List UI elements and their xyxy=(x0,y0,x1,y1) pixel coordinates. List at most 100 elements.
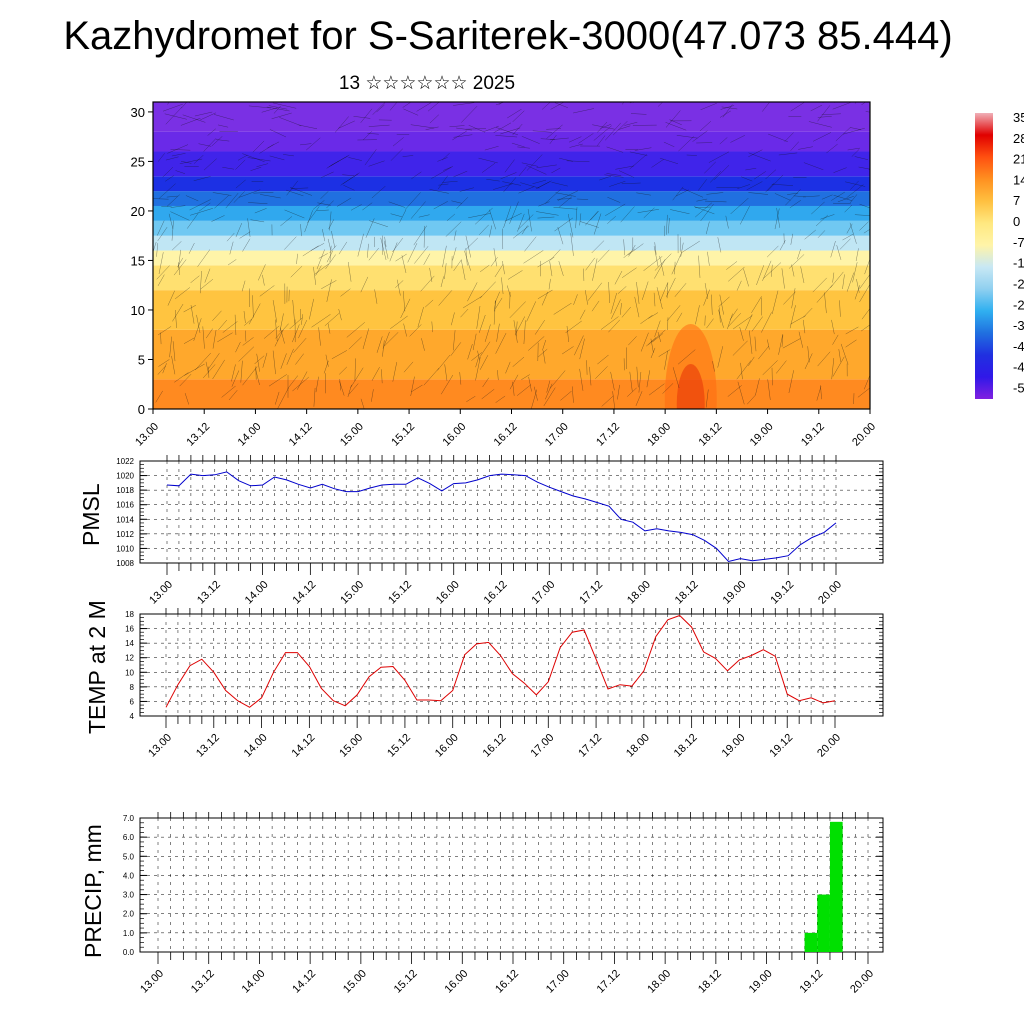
x-tick-label: 17.12 xyxy=(595,968,623,996)
x-tick-label: 17.12 xyxy=(577,579,605,607)
y-tick-label: 7.0 xyxy=(123,814,135,823)
precip-bar xyxy=(829,821,843,952)
x-tick-label: 14.00 xyxy=(240,968,268,996)
temperature-band xyxy=(153,290,870,330)
x-tick-label: 13.00 xyxy=(133,421,161,449)
x-tick-label: 14.12 xyxy=(287,421,315,449)
y-tick-label: 10 xyxy=(131,303,145,318)
y-tick-label: 25 xyxy=(131,154,145,169)
y-tick-label: 30 xyxy=(131,105,145,120)
precip-axis-label: PRECIP, mm xyxy=(80,824,106,958)
y-tick-label: 0.0 xyxy=(123,948,135,957)
x-tick-label: 19.00 xyxy=(747,968,775,996)
x-tick-label: 14.12 xyxy=(290,968,318,996)
y-tick-label: 15 xyxy=(131,253,145,268)
x-tick-label: 18.12 xyxy=(696,968,724,996)
x-tick-label: 15.12 xyxy=(385,732,413,760)
y-tick-label: 5.0 xyxy=(123,852,135,861)
y-tick-label: 4.0 xyxy=(123,871,135,880)
x-tick-label: 14.00 xyxy=(236,421,264,449)
x-tick-label: 19.12 xyxy=(768,579,796,607)
y-tick-label: 1008 xyxy=(116,559,134,568)
x-tick-label: 20.00 xyxy=(815,732,843,760)
y-tick-label: 1014 xyxy=(116,515,134,524)
x-tick-label: 13.12 xyxy=(195,579,223,607)
x-tick-label: 13.00 xyxy=(146,732,174,760)
pmsl-chart: 1008 1010 1012 1014 1016 1018 1020 1022 13.00 13.… xyxy=(116,455,884,607)
temperature-band xyxy=(153,220,870,236)
x-tick-label: 16.00 xyxy=(440,421,468,449)
y-tick-label: 5 xyxy=(138,352,145,367)
x-tick-label: 19.00 xyxy=(748,421,776,449)
precip-bar xyxy=(804,932,818,952)
x-tick-label: 17.12 xyxy=(576,732,604,760)
x-tick-label: 16.00 xyxy=(442,968,470,996)
x-tick-label: 20.00 xyxy=(848,968,876,996)
warm-core-center xyxy=(676,364,705,409)
x-tick-label: 13.12 xyxy=(189,968,217,996)
x-tick-label: 14.12 xyxy=(290,732,318,760)
panel-frame xyxy=(139,460,884,564)
x-tick-label: 15.12 xyxy=(392,968,420,996)
y-tick-label: 2.0 xyxy=(123,910,135,919)
page-subtitle: 13 ☆☆☆☆☆☆ 2025 xyxy=(338,73,516,94)
y-tick-label: 12 xyxy=(125,654,134,663)
x-tick-label: 14.00 xyxy=(243,579,271,607)
x-tick-label: 18.12 xyxy=(697,421,725,449)
x-tick-label: 18.00 xyxy=(645,421,673,449)
colorbar: 35 28 21 14 7 0 -7 -14 -21 -28 -35 -42 -49 -56 xyxy=(975,110,1024,399)
x-tick-label: 20.00 xyxy=(816,579,844,607)
colorbar-label: -56 xyxy=(1013,380,1024,395)
x-tick-label: 13.00 xyxy=(147,579,175,607)
x-tick-label: 16.00 xyxy=(434,579,462,607)
y-tick-label: 1022 xyxy=(116,457,134,466)
colorbar-bar xyxy=(975,113,993,399)
colorbar-label: 35 xyxy=(1013,110,1024,125)
y-tick-label: 1018 xyxy=(116,486,134,495)
colorbar-label: -7 xyxy=(1013,235,1024,250)
x-tick-label: 14.12 xyxy=(291,579,319,607)
temperature-band xyxy=(153,329,870,380)
x-tick-label: 18.12 xyxy=(673,579,701,607)
x-tick-label: 18.12 xyxy=(672,732,700,760)
x-tick-label: 18.00 xyxy=(624,732,652,760)
cross-plot-area xyxy=(153,102,870,409)
x-tick-label: 19.12 xyxy=(797,968,825,996)
precip-bar xyxy=(817,894,830,952)
temp-axis-label: TEMP at 2 M xyxy=(84,600,110,734)
y-tick-label: 14 xyxy=(125,639,134,648)
panel-frame xyxy=(139,817,884,953)
colorbar-label: 14 xyxy=(1013,172,1024,187)
x-tick-label: 19.12 xyxy=(799,421,827,449)
x-tick-label: 19.00 xyxy=(720,732,748,760)
y-tick-label: 6 xyxy=(130,697,135,706)
x-tick-label: 15.12 xyxy=(386,579,414,607)
temperature-band xyxy=(153,102,870,132)
temperature-band xyxy=(153,131,870,152)
colorbar-label: 0 xyxy=(1013,214,1020,229)
y-tick-label: 1010 xyxy=(116,544,134,553)
x-tick-label: 16.12 xyxy=(493,968,521,996)
x-tick-label: 20.00 xyxy=(850,421,878,449)
x-tick-label: 19.00 xyxy=(721,579,749,607)
y-tick-label: 3.0 xyxy=(123,891,135,900)
x-tick-label: 14.00 xyxy=(242,732,270,760)
temperature-band xyxy=(153,205,870,221)
temperature-band xyxy=(153,250,870,266)
page-title: Kazhydromet for S-Sariterek-3000(47.073 … xyxy=(63,14,953,58)
x-tick-label: 15.00 xyxy=(338,579,366,607)
colorbar-label: -35 xyxy=(1013,318,1024,333)
x-tick-label: 15.00 xyxy=(341,968,369,996)
colorbar-label: 7 xyxy=(1013,193,1020,208)
x-tick-label: 13.12 xyxy=(184,421,212,449)
x-tick-label: 19.12 xyxy=(767,732,795,760)
colorbar-label: 28 xyxy=(1013,131,1024,146)
y-tick-label: 0 xyxy=(138,402,145,417)
colorbar-label: -42 xyxy=(1013,339,1024,354)
x-tick-label: 16.12 xyxy=(492,421,520,449)
pmsl-axis-label: PMSL xyxy=(78,483,104,546)
x-tick-label: 15.00 xyxy=(337,732,365,760)
panel-frame xyxy=(139,613,884,717)
y-tick-label: 1.0 xyxy=(123,929,135,938)
